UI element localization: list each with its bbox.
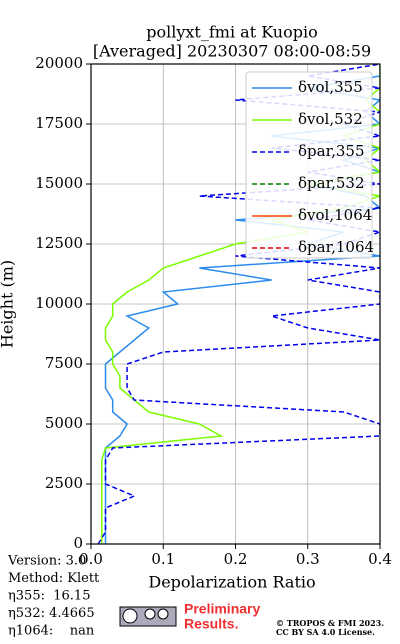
y-tick-label: 5000: [45, 414, 83, 432]
info-line: Method: Klett: [8, 571, 100, 586]
legend-label: δpar,355: [298, 142, 365, 160]
y-tick-label: 7500: [45, 354, 83, 372]
x-tick-label: 0.2: [224, 550, 248, 568]
y-tick-label: 2500: [45, 474, 83, 492]
copyright: © TROPOS & FMI 2023.: [276, 618, 384, 628]
badge-icon: [144, 608, 156, 620]
cc-badge: [119, 606, 177, 627]
chart-subtitle: [Averaged] 20230307 08:00-08:59: [93, 42, 371, 61]
info-line: η1064: nan: [8, 624, 95, 639]
chart-title: pollyxt_fmi at Kuopio: [146, 23, 317, 42]
y-tick-label: 0: [73, 534, 83, 552]
notice: Results.: [184, 616, 238, 632]
x-tick-label: 0.1: [151, 550, 175, 568]
legend-label: δvol,355: [298, 78, 363, 96]
y-tick-label: 17500: [35, 114, 83, 132]
x-tick-label: 0.4: [368, 550, 392, 568]
y-tick-label: 12500: [35, 234, 83, 252]
y-tick-label: 15000: [35, 174, 83, 192]
legend-box: [245, 71, 373, 259]
x-tick-label: 0.0: [79, 550, 103, 568]
x-axis-label: Depolarization Ratio: [148, 573, 315, 592]
legend-label: δpar,1064: [298, 238, 374, 256]
info-line: η532: 4.4665: [8, 606, 95, 621]
legend: δvol,355 δvol,532 δpar,355 δpar,532 δvol,106…: [245, 71, 374, 259]
info-line: Version: 3.0: [7, 554, 86, 569]
legend-label: δvol,1064: [298, 206, 372, 224]
ticks: 0.0 0.1 0.2 0.3 0.4 0 2500 5000 7500 10000 12500 15…: [35, 54, 392, 568]
legend-label: δvol,532: [298, 110, 363, 128]
copyright: CC BY SA 4.0 License.: [276, 627, 375, 637]
y-tick-label: 10000: [35, 294, 83, 312]
x-tick-label: 0.3: [296, 550, 320, 568]
y-tick-label: 20000: [35, 54, 83, 72]
info-line: η355: 16.15: [8, 589, 90, 604]
badge-icon: [157, 608, 169, 620]
y-axis-label: Height (m): [0, 260, 17, 348]
legend-label: δpar,532: [298, 174, 365, 192]
badge-icon: [122, 608, 138, 624]
notice: Preliminary: [184, 601, 260, 617]
profile-line: [97, 64, 380, 544]
info: Version: 3.0 Method: Klett η355: 16.15 η532…: [7, 554, 100, 639]
